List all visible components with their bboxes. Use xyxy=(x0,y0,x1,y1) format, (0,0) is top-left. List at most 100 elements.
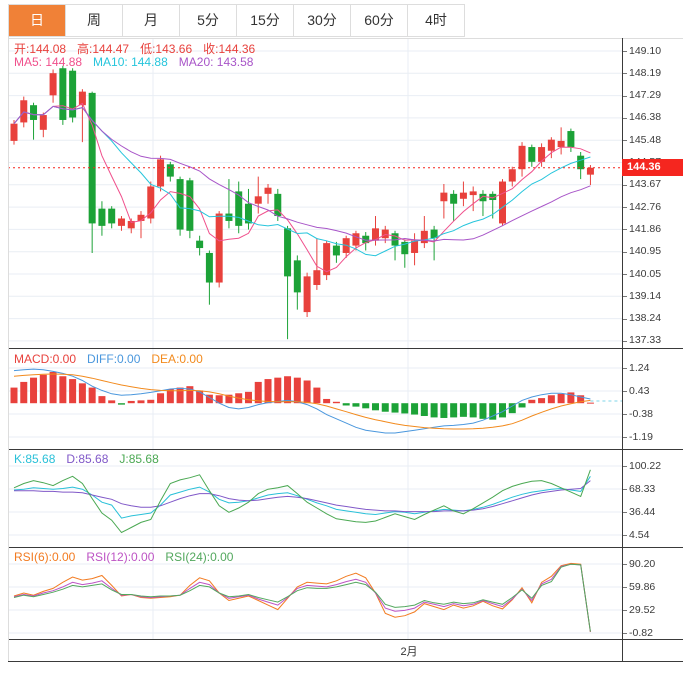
candle-body xyxy=(78,91,86,106)
axis-tick xyxy=(623,274,627,275)
axis-tick xyxy=(623,229,627,231)
axis-tick xyxy=(623,489,627,490)
axis-tick xyxy=(623,414,627,415)
candle-body xyxy=(147,186,155,219)
candlestick-chart xyxy=(8,38,622,348)
axis-tick xyxy=(623,95,627,97)
candle-body xyxy=(254,196,262,204)
axis-tick xyxy=(623,51,627,52)
macd-bar xyxy=(39,374,47,404)
candle-body xyxy=(547,139,555,151)
dea-value: DEA:0.00 xyxy=(151,352,203,366)
macd-bar xyxy=(567,392,575,404)
rsi12-value: RSI(12):0.00 xyxy=(86,550,155,564)
macd-bar xyxy=(20,381,28,404)
tab-month[interactable]: 月 xyxy=(123,5,180,36)
tab-15min[interactable]: 15分 xyxy=(237,5,294,36)
axis-tick-label: 90.20 xyxy=(629,557,656,570)
macd-chart xyxy=(8,348,622,449)
macd-bar xyxy=(577,395,585,404)
diff-value: DIFF:0.00 xyxy=(87,352,141,366)
macd-bar xyxy=(137,400,145,404)
candle-body xyxy=(381,229,389,239)
candle-body xyxy=(450,193,458,204)
tab-week[interactable]: 周 xyxy=(66,5,123,36)
tab-day[interactable]: 日 xyxy=(9,5,66,36)
macd-bar xyxy=(440,403,448,418)
macd-bar xyxy=(352,403,360,407)
candle-body xyxy=(352,233,360,246)
axis-tick-label: 59.86 xyxy=(629,580,656,593)
kdj-chart xyxy=(8,449,622,547)
axis-tick xyxy=(623,73,627,75)
chart-top-border xyxy=(8,38,683,39)
macd-bar xyxy=(49,371,57,404)
macd-bar xyxy=(69,379,77,404)
candle-body xyxy=(411,240,419,253)
tab-30min[interactable]: 30分 xyxy=(294,5,351,36)
candle-body xyxy=(420,230,428,244)
candle-body xyxy=(508,169,516,182)
candle-body xyxy=(274,193,282,217)
macd-bar xyxy=(538,398,546,404)
candle-body xyxy=(225,213,233,221)
candle-body xyxy=(440,192,448,202)
macd-bar xyxy=(215,395,223,404)
macd-bar xyxy=(313,387,321,404)
axis-tick-label: 138.24 xyxy=(629,312,662,325)
candle-body xyxy=(479,193,487,202)
macd-bar xyxy=(528,399,536,404)
macd-bar xyxy=(157,393,165,404)
tab-5min[interactable]: 5分 xyxy=(180,5,237,36)
macd-bar xyxy=(205,394,213,404)
axis-tick xyxy=(623,633,627,634)
candle-body xyxy=(244,203,252,224)
axis-border xyxy=(622,38,623,661)
axis-tick-label: 146.38 xyxy=(629,111,662,124)
macd-bar xyxy=(401,403,409,414)
dea-line xyxy=(13,373,591,430)
candle-body xyxy=(215,213,223,283)
axis-tick-label: -0.82 xyxy=(629,626,653,639)
macd-bar xyxy=(59,376,67,404)
candle-body xyxy=(127,220,135,229)
axis-tick-label: 148.19 xyxy=(629,66,662,79)
candle-body xyxy=(362,235,370,244)
axis-tick-label: 145.48 xyxy=(629,133,662,146)
candle-body xyxy=(108,208,116,224)
tab-60min[interactable]: 60分 xyxy=(351,5,408,36)
ma5-readout: MA5: 144.88 xyxy=(14,55,83,69)
candle-body xyxy=(371,228,379,241)
kdj-separator xyxy=(8,449,683,450)
rsi-chart xyxy=(8,547,622,639)
macd-readout: MACD:0.00 DIFF:0.00 DEA:0.00 xyxy=(14,352,214,366)
axis-tick-label: 143.67 xyxy=(629,178,662,191)
macd-bar xyxy=(88,387,96,404)
axis-tick xyxy=(623,340,627,342)
candle-body xyxy=(430,229,438,239)
axis-tick-label: 142.76 xyxy=(629,200,662,213)
macd-bar xyxy=(186,386,194,404)
period-tabbar: 日周月 5分 15分 30分 60分 4时 xyxy=(8,4,465,37)
diff-line xyxy=(13,368,591,434)
tab-4hour[interactable]: 4时 xyxy=(408,5,464,36)
macd-bar xyxy=(244,391,252,404)
candle-body xyxy=(69,70,77,118)
axis-tick xyxy=(623,391,627,392)
axis-tick-label: 29.52 xyxy=(629,603,656,616)
axis-tick xyxy=(623,564,627,565)
macd-bar xyxy=(332,401,340,404)
ma20-line xyxy=(13,105,591,242)
candle-body xyxy=(166,164,174,177)
axis-tick-label: 141.86 xyxy=(629,222,662,235)
axis-tick xyxy=(623,296,627,298)
rsi24-value: RSI(24):0.00 xyxy=(165,550,234,564)
candle-body xyxy=(557,140,565,148)
macd-bar xyxy=(196,390,204,404)
candle-body xyxy=(586,167,594,175)
candle-body xyxy=(117,218,125,226)
rsi-separator xyxy=(8,547,683,548)
macd-bar xyxy=(176,387,184,404)
axis-tick xyxy=(623,512,627,513)
